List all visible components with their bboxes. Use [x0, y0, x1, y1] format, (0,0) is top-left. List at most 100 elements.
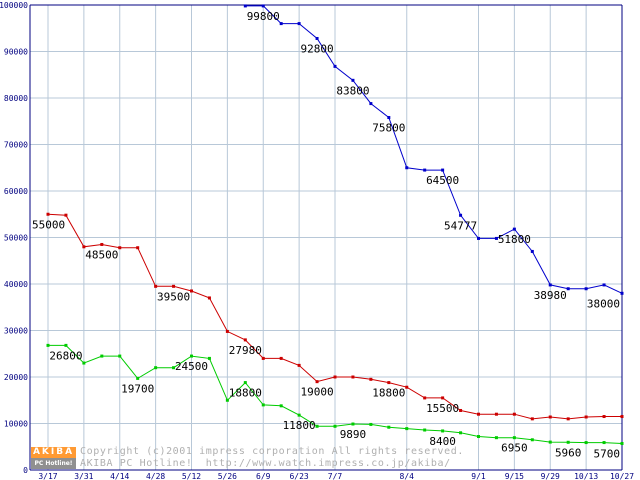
- data-label: 27980: [229, 344, 262, 357]
- y-tick-label: 0: [23, 466, 28, 475]
- x-tick-label: 7/7: [328, 472, 343, 480]
- series-line-0: [245, 5, 623, 294]
- series-point-2: [243, 381, 247, 385]
- series-point-2: [369, 422, 373, 426]
- series-point-1: [100, 242, 104, 246]
- data-label: 48500: [85, 248, 118, 261]
- y-tick-label: 100000: [0, 1, 28, 10]
- akiba-logo: AKIBA PC Hotline!: [31, 447, 76, 469]
- series-point-1: [46, 212, 50, 216]
- series-point-2: [82, 361, 86, 365]
- series-point-2: [261, 403, 265, 407]
- chart-data-labels: 99800 92800 83800 75800 64500 54777 51800 38980…: [32, 10, 620, 461]
- y-tick-label: 70000: [4, 141, 28, 150]
- site-url-line: AKIBA PC Hotline! http://www.watch.impre…: [80, 458, 451, 469]
- series-point-2: [387, 425, 391, 429]
- logo-top-text: AKIBA: [31, 447, 76, 458]
- x-tick-label: 5/26: [218, 472, 237, 480]
- series-point-1: [64, 213, 68, 217]
- data-label: 5700: [594, 447, 621, 460]
- series-point-1: [136, 246, 140, 250]
- data-label: 92800: [301, 42, 334, 55]
- x-tick-label: 8/4: [400, 472, 415, 480]
- series-point-0: [494, 236, 498, 240]
- series-point-2: [190, 354, 193, 358]
- series-point-0: [351, 78, 355, 82]
- series-point-0: [548, 283, 552, 287]
- series-point-0: [512, 227, 516, 231]
- data-label: 51800: [498, 233, 531, 246]
- series-point-2: [405, 427, 409, 431]
- series-point-0: [477, 236, 480, 240]
- data-label: 15500: [426, 402, 459, 415]
- series-point-2: [351, 422, 355, 426]
- copyright-line: Copyright (c)2001 impress corporation Al…: [80, 446, 464, 457]
- chart-axes: [29, 4, 623, 471]
- data-label: 54777: [444, 219, 477, 232]
- series-point-0: [369, 102, 373, 106]
- series-point-1: [333, 375, 337, 379]
- x-tick-label: 9/15: [505, 472, 524, 480]
- series-point-0: [387, 116, 391, 120]
- series-point-2: [566, 440, 570, 444]
- series-point-2: [100, 354, 104, 358]
- data-label: 9890: [340, 428, 367, 441]
- series-point-1: [530, 417, 534, 421]
- series-point-2: [512, 436, 516, 440]
- series-point-2: [459, 431, 463, 435]
- y-tick-label: 10000: [4, 420, 28, 429]
- data-label: 75800: [372, 122, 405, 135]
- series-point-0: [530, 249, 534, 253]
- series-point-2: [602, 441, 606, 445]
- series-point-2: [207, 356, 211, 360]
- series-point-1: [423, 396, 427, 400]
- series-point-1: [459, 408, 463, 412]
- series-point-0: [315, 36, 319, 40]
- series-point-1: [207, 296, 211, 300]
- y-tick-label: 80000: [4, 94, 28, 103]
- x-tick-label: 10/27: [610, 472, 634, 480]
- series-point-1: [512, 412, 516, 416]
- data-label: 55000: [32, 218, 65, 231]
- series-point-2: [333, 424, 337, 428]
- series-point-0: [602, 283, 606, 287]
- data-label: 6950: [501, 442, 528, 455]
- x-tick-label: 4/14: [110, 472, 129, 480]
- series-point-2: [136, 376, 140, 380]
- series-point-0: [297, 22, 301, 26]
- series-point-1: [369, 377, 373, 381]
- series-point-0: [333, 64, 337, 68]
- x-tick-label: 3/31: [74, 472, 93, 480]
- x-tick-label: 10/13: [574, 472, 598, 480]
- series-point-0: [584, 287, 588, 291]
- series-point-1: [548, 415, 552, 419]
- data-label: 19700: [121, 382, 154, 395]
- series-point-2: [548, 440, 552, 444]
- series-point-0: [405, 166, 409, 170]
- series-point-1: [297, 363, 301, 367]
- series-point-2: [64, 343, 68, 347]
- x-tick-label: 3/17: [38, 472, 57, 480]
- data-label: 99800: [247, 10, 280, 23]
- series-point-1: [620, 415, 624, 419]
- series-point-1: [261, 356, 265, 360]
- data-label: 64500: [426, 174, 459, 187]
- data-label: 83800: [336, 84, 369, 97]
- data-label: 8400: [429, 435, 456, 448]
- series-point-0: [441, 168, 445, 172]
- series-point-2: [172, 366, 176, 370]
- data-label: 39500: [157, 290, 190, 303]
- series-point-1: [279, 356, 283, 360]
- series-point-2: [441, 429, 445, 433]
- series-point-1: [315, 380, 319, 384]
- y-tick-label: 90000: [4, 48, 28, 57]
- data-label: 26800: [49, 349, 82, 362]
- series-point-2: [154, 366, 158, 370]
- data-label: 38000: [587, 297, 620, 310]
- series-point-1: [405, 385, 409, 389]
- data-label: 11800: [283, 419, 316, 432]
- series-point-1: [118, 246, 122, 250]
- series-point-2: [530, 438, 534, 442]
- data-label: 18800: [229, 387, 262, 400]
